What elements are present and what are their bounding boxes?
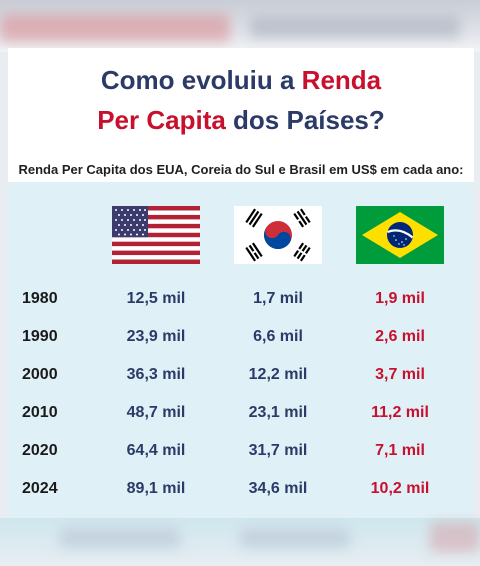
usa-value-cell: 23,9 mil <box>126 328 186 345</box>
infographic-subtitle: Renda Per Capita dos EUA, Coreia do Sul … <box>18 162 464 177</box>
infographic-card: Como evoluiu a Renda Per Capita dos País… <box>8 48 474 518</box>
brazil-flag <box>356 206 444 264</box>
usa-value-cell: 64,4 mil <box>126 442 186 459</box>
south-korea-flag <box>234 206 322 264</box>
table-row: 2010 48,7 mil 23,1 mil 11,2 mil <box>8 400 474 426</box>
table-row: 1980 12,5 mil 1,7 mil 1,9 mil <box>8 286 474 312</box>
korea-value-cell: 34,6 mil <box>248 480 308 497</box>
year-cell: 2024 <box>22 480 58 497</box>
table-row: 1990 23,9 mil 6,6 mil 2,6 mil <box>8 324 474 350</box>
korea-value-cell: 12,2 mil <box>248 366 308 383</box>
title-line1-highlight: Renda <box>301 65 382 95</box>
korea-value-cell: 23,1 mil <box>248 404 308 421</box>
year-cell: 1990 <box>22 328 58 345</box>
usa-value-cell: 36,3 mil <box>126 366 186 383</box>
infographic-title: Como evoluiu a Renda Per Capita dos País… <box>8 60 474 140</box>
title-line2-text: dos Países? <box>225 105 385 135</box>
korea-value-cell: 1,7 mil <box>253 290 303 307</box>
blurred-footer-background <box>0 518 480 566</box>
usa-flag <box>112 206 200 264</box>
table-row: 2020 64,4 mil 31,7 mil 7,1 mil <box>8 438 474 464</box>
brazil-value-cell: 1,9 mil <box>375 290 425 307</box>
usa-value-cell: 12,5 mil <box>126 290 186 307</box>
data-table-panel: 1980 12,5 mil 1,7 mil 1,9 mil 1990 23,9 … <box>8 182 474 518</box>
year-cell: 2020 <box>22 442 58 459</box>
table-row: 2000 36,3 mil 12,2 mil 3,7 mil <box>8 362 474 388</box>
usa-value-cell: 89,1 mil <box>126 480 186 497</box>
brazil-value-cell: 7,1 mil <box>375 442 425 459</box>
title-line2-highlight: Per Capita <box>97 105 226 135</box>
year-cell: 1980 <box>22 290 58 307</box>
brazil-value-cell: 2,6 mil <box>375 328 425 345</box>
year-cell: 2010 <box>22 404 58 421</box>
brazil-value-cell: 11,2 mil <box>371 404 429 421</box>
brazil-value-cell: 10,2 mil <box>370 480 430 497</box>
year-cell: 2000 <box>22 366 58 383</box>
blurred-header-background <box>0 0 480 52</box>
usa-value-cell: 48,7 mil <box>126 404 186 421</box>
brazil-value-cell: 3,7 mil <box>375 366 425 383</box>
title-line1-text: Como evoluiu a <box>100 65 302 95</box>
korea-value-cell: 31,7 mil <box>248 442 308 459</box>
korea-value-cell: 6,6 mil <box>253 328 303 345</box>
table-row: 2024 89,1 mil 34,6 mil 10,2 mil <box>8 476 474 502</box>
